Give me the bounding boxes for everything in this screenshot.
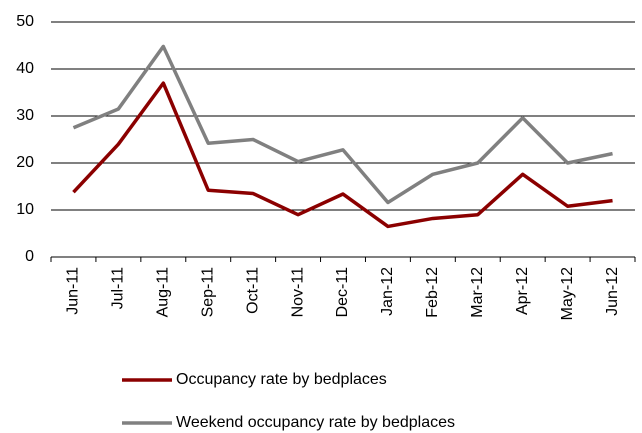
x-tick-label: Nov-11: [289, 267, 306, 317]
x-tick-label: Oct-11: [244, 267, 261, 314]
x-tick-label: Dec-11: [334, 267, 351, 317]
x-tick-label: Jun-12: [604, 267, 621, 316]
x-tick-label: Jan-12: [379, 267, 396, 316]
y-tick-label: 40: [16, 60, 34, 77]
x-tick-label: Jul-11: [110, 267, 127, 309]
legend-label: Weekend occupancy rate by bedplaces: [176, 414, 455, 431]
series-line: [72, 81, 613, 229]
x-tick-label: Aug-11: [155, 267, 172, 318]
x-tick-label: Apr-12: [514, 267, 531, 315]
x-tick-label: May-12: [559, 267, 576, 320]
y-tick-label: 10: [16, 201, 34, 218]
x-tick-label: Feb-12: [424, 267, 441, 318]
legend-label: Occupancy rate by bedplaces: [176, 371, 387, 388]
y-tick-label: 20: [16, 154, 34, 171]
y-tick-label: 50: [16, 13, 34, 30]
x-tick-label: Mar-12: [469, 267, 486, 318]
x-tick-label: Sep-11: [199, 267, 216, 318]
series-line: [72, 44, 613, 205]
y-tick-label: 30: [16, 107, 34, 124]
y-tick-label: 0: [25, 248, 34, 265]
x-tick-label: Jun-11: [65, 267, 82, 315]
